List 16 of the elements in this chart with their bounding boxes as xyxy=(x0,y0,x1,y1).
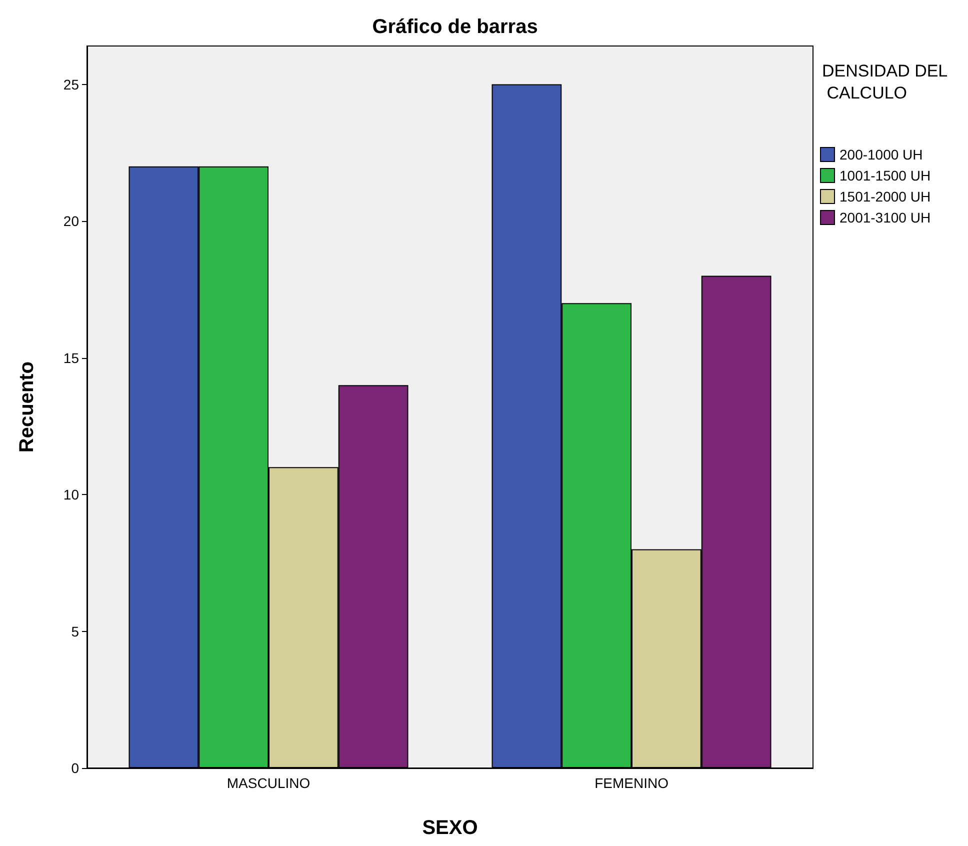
legend-label: 1501-2000 UH xyxy=(840,188,931,204)
y-tick-label: 25 xyxy=(63,76,80,92)
chart-title: Gráfico de barras xyxy=(372,16,538,38)
x-axis-title: SEXO xyxy=(422,817,478,839)
y-tick-label: 10 xyxy=(63,486,80,503)
y-tick-label: 20 xyxy=(63,213,80,230)
legend-label: 200-1000 UH xyxy=(840,146,923,162)
legend-label: 2001-3100 UH xyxy=(840,210,931,226)
y-axis-title: Recuento xyxy=(16,361,38,453)
legend-label: 1001-1500 UH xyxy=(840,168,931,184)
x-tick-label: FEMENINO xyxy=(594,775,669,791)
y-tick-label: 0 xyxy=(71,760,80,776)
x-tick-label: MASCULINO xyxy=(226,775,310,791)
y-tick-label: 15 xyxy=(63,350,80,366)
y-tick-label: 5 xyxy=(71,623,80,640)
legend-title: DENSIDAD DEL CALCULO xyxy=(822,62,948,102)
